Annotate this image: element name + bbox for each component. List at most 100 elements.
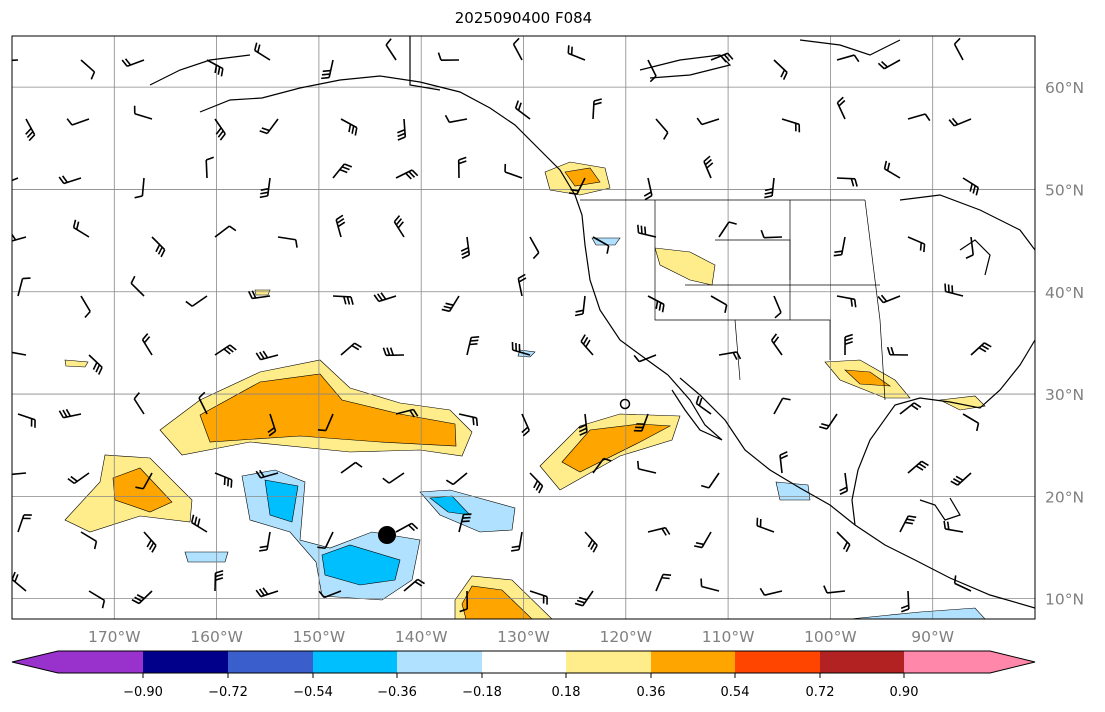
wind-barb bbox=[321, 59, 334, 80]
barb-flag bbox=[578, 596, 588, 601]
contour-region bbox=[321, 544, 401, 586]
barb-staff bbox=[708, 472, 720, 489]
wind-barb bbox=[395, 169, 419, 180]
barb-flag bbox=[134, 596, 143, 602]
barb-flag bbox=[12, 239, 13, 242]
wind-barb bbox=[12, 472, 27, 476]
wind-barb bbox=[580, 334, 594, 356]
wind-barb bbox=[340, 342, 362, 356]
barb-flag bbox=[637, 224, 640, 233]
lat-label: 30°N bbox=[1045, 386, 1084, 404]
wind-barb bbox=[317, 531, 334, 550]
map-area bbox=[12, 36, 1035, 619]
wind-barb bbox=[205, 156, 214, 179]
barb-flag bbox=[606, 245, 610, 254]
barb-flag bbox=[219, 133, 226, 141]
barb-staff bbox=[80, 59, 95, 73]
barb-staff bbox=[12, 59, 19, 62]
barb-staff bbox=[701, 585, 720, 592]
lon-label: 90°W bbox=[911, 628, 954, 646]
barb-staff bbox=[695, 402, 712, 415]
barb-flag bbox=[576, 599, 586, 604]
coastline bbox=[899, 194, 1035, 251]
barb-staff bbox=[592, 100, 595, 120]
wind-barb bbox=[318, 590, 342, 599]
barb-staff bbox=[191, 521, 208, 533]
barb-flag bbox=[706, 162, 714, 169]
barb-staff bbox=[883, 59, 901, 70]
barb-staff bbox=[328, 59, 334, 78]
colorbar-extend-low bbox=[12, 651, 58, 673]
barb-flag bbox=[92, 362, 98, 370]
wind-barb bbox=[696, 117, 720, 126]
barb-flag bbox=[471, 336, 480, 339]
barb-staff bbox=[836, 295, 855, 301]
wind-barb bbox=[72, 219, 90, 238]
barb-staff bbox=[756, 525, 775, 533]
barb-staff bbox=[826, 413, 838, 430]
barb-flag bbox=[658, 302, 662, 311]
barb-flag bbox=[518, 277, 527, 283]
coastline bbox=[919, 497, 961, 521]
barb-staff bbox=[393, 221, 405, 238]
barb-flag bbox=[412, 409, 419, 417]
barb-staff bbox=[191, 295, 208, 307]
barb-flag bbox=[764, 187, 774, 192]
barb-flag bbox=[380, 292, 387, 300]
contour-region bbox=[461, 585, 533, 619]
wind-barb bbox=[877, 59, 901, 70]
border-line bbox=[715, 239, 791, 280]
colorbar-segment bbox=[313, 651, 398, 673]
barb-flag bbox=[155, 244, 161, 253]
barb-staff bbox=[323, 590, 342, 599]
colorbar-label: 0.54 bbox=[721, 685, 750, 700]
barb-flag bbox=[459, 608, 468, 613]
wind-barb bbox=[833, 236, 846, 257]
wind-barb bbox=[943, 520, 964, 533]
wind-barb bbox=[131, 590, 153, 605]
contour-region bbox=[264, 479, 299, 523]
wind-barb bbox=[633, 354, 657, 363]
coastline bbox=[409, 36, 441, 91]
barb-flag bbox=[472, 417, 475, 426]
wind-barb bbox=[647, 295, 665, 313]
wind-barb bbox=[332, 163, 353, 179]
contour-fills bbox=[64, 161, 986, 619]
barb-flag bbox=[890, 346, 895, 356]
barb-flag bbox=[229, 344, 237, 351]
wind-barb bbox=[703, 155, 714, 179]
colorbar-segment bbox=[143, 651, 229, 673]
barb-flag bbox=[695, 541, 704, 546]
barb-flag bbox=[135, 486, 144, 490]
wind-barb bbox=[710, 52, 734, 63]
barb-flag bbox=[28, 134, 36, 142]
barb-flag bbox=[267, 427, 275, 434]
contour-region bbox=[654, 247, 716, 286]
wind-barb bbox=[395, 522, 419, 533]
barb-flag bbox=[637, 460, 640, 469]
wind-barb bbox=[962, 177, 980, 196]
barb-flag bbox=[821, 422, 830, 427]
barb-flag bbox=[385, 38, 392, 46]
barb-flag bbox=[131, 599, 140, 605]
barb-staff bbox=[945, 528, 964, 533]
barb-flag bbox=[193, 516, 198, 525]
wind-barb bbox=[574, 295, 586, 317]
barb-staff bbox=[567, 52, 586, 61]
barb-flag bbox=[259, 545, 268, 549]
colorbar-segment bbox=[651, 651, 736, 673]
lon-label: 140°W bbox=[395, 628, 448, 646]
storm-marker-open bbox=[619, 398, 631, 410]
colorbar-segment bbox=[58, 651, 144, 673]
lon-label: 130°W bbox=[497, 628, 550, 646]
contour-region bbox=[564, 167, 601, 187]
coastline bbox=[679, 377, 1035, 609]
barb-staff bbox=[781, 118, 800, 126]
barb-staff bbox=[529, 590, 548, 598]
barb-flag bbox=[723, 54, 731, 62]
map-title: 2025090400 F084 bbox=[454, 9, 593, 27]
wind-barb bbox=[247, 290, 271, 300]
barb-flag bbox=[414, 581, 423, 587]
barb-flag bbox=[255, 470, 262, 479]
barb-flag bbox=[67, 477, 75, 485]
